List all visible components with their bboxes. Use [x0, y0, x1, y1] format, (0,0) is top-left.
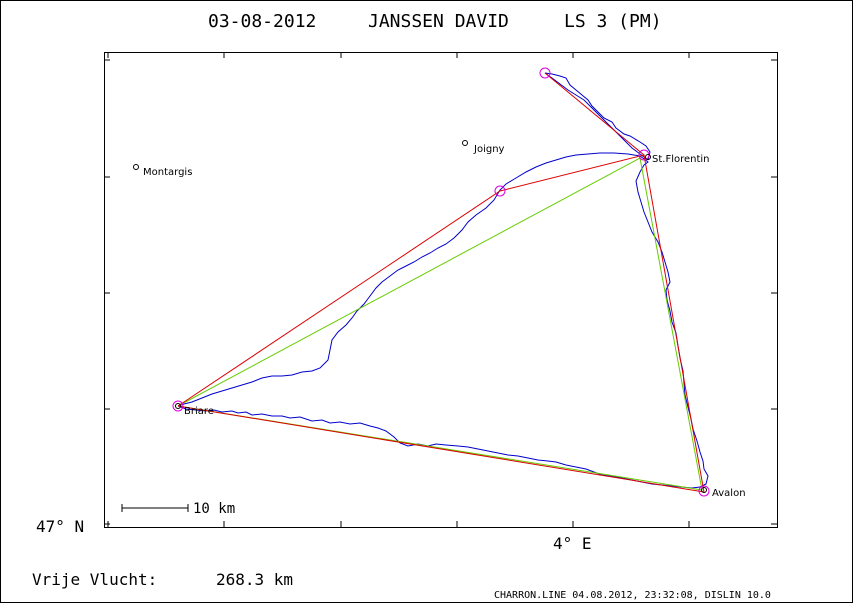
task-legs — [177, 72, 705, 493]
town-st-florentin: St.Florentin — [645, 154, 710, 165]
map-frame — [104, 52, 778, 528]
svg-text:Avalon: Avalon — [712, 488, 746, 499]
scale-bar: 10 km — [121, 501, 235, 517]
map-ticks — [104, 52, 777, 527]
header-pilot: JANSSEN DAVID — [368, 11, 509, 32]
turnpoint-briare — [172, 400, 184, 412]
credits-line: CHARRON.LINE 04.08.2012, 23:32:08, DISLI… — [494, 590, 771, 601]
header-class: LS 3 (PM) — [564, 11, 662, 32]
town-joigny: Joigny — [462, 140, 505, 155]
turnpoint-joigny-south — [494, 185, 506, 197]
free-flight-value: 268.3 km — [216, 570, 293, 589]
flight-track-north — [544, 72, 651, 161]
turnpoint-avalon — [698, 485, 710, 497]
turnpoints — [172, 67, 710, 497]
optimized-legs — [177, 157, 703, 491]
free-flight-label: Vrije Vlucht: — [32, 570, 157, 589]
town-montargis: Montargis — [133, 164, 192, 178]
town-avalon: Avalon — [701, 487, 746, 499]
svg-text:St.Florentin: St.Florentin — [652, 154, 710, 165]
turnpoint-north — [539, 67, 551, 79]
flight-track — [177, 152, 709, 489]
longitude-label: 4° E — [553, 534, 592, 553]
svg-text:Briare: Briare — [184, 406, 214, 417]
latitude-label: 47° N — [36, 517, 84, 536]
header-date: 03-08-2012 — [208, 11, 316, 32]
svg-text:Joigny: Joigny — [473, 144, 505, 155]
svg-text:Montargis: Montargis — [143, 167, 192, 178]
town-briare: Briare — [175, 403, 214, 417]
scale-label: 10 km — [193, 501, 235, 517]
